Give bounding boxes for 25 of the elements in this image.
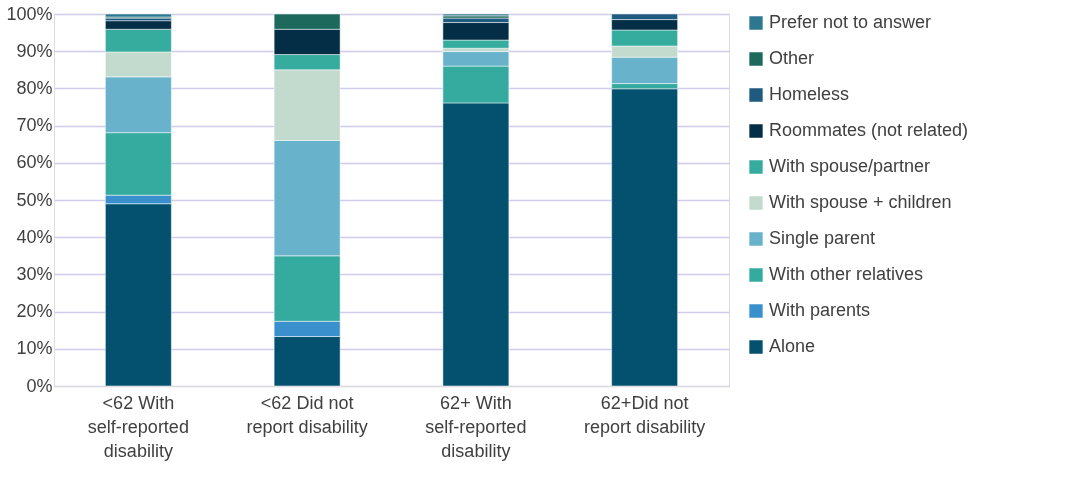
legend-label: Homeless [769,84,850,104]
y-tick-label: 90% [16,40,53,61]
legend-label: With parents [769,300,871,320]
legend-label: Roommates (not related) [769,120,969,140]
y-tick-label: 30% [16,263,53,284]
y-tick-label: 80% [16,77,53,98]
legend-label: With spouse + children [769,192,952,212]
x-tick-label: 62+Did not report disability [584,392,706,437]
legend-label: Prefer not to answer [769,12,932,32]
y-tick-label: 100% [6,3,53,24]
legend-label: Alone [769,336,816,356]
x-tick-label: <62 Did not report disability [246,392,368,437]
y-tick-label: 60% [16,152,53,173]
y-tick-label: 20% [16,301,53,322]
legend-label: With other relatives [769,264,924,284]
x-tick-label: 62+ With self-reported disability [425,392,527,461]
y-tick-label: 50% [16,189,53,210]
legend-label: Single parent [769,228,876,248]
legend-label: With spouse/partner [769,156,931,176]
legend-label: Other [769,48,815,68]
x-tick-label: <62 With self-reported disability [87,392,189,461]
y-tick-label: 10% [16,338,53,359]
y-tick-label: 70% [16,115,53,136]
y-tick-label: 0% [26,375,53,396]
y-tick-label: 40% [16,226,53,247]
